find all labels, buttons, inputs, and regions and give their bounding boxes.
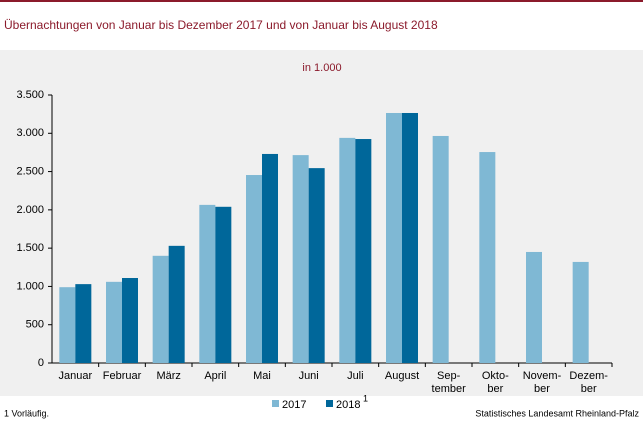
bar — [122, 278, 138, 363]
bar — [526, 251, 542, 363]
bar — [215, 206, 232, 363]
bar — [152, 255, 169, 363]
footnote: 1 Vorläufig. — [4, 408, 49, 418]
bar — [292, 155, 309, 363]
y-tick-label: 2.500 — [16, 165, 44, 177]
bar — [386, 112, 402, 363]
bar — [355, 139, 372, 363]
y-tick-label: 3.500 — [16, 89, 44, 101]
x-tick-label: Dezem-ber — [569, 370, 608, 395]
bar — [339, 137, 356, 363]
bar — [572, 261, 589, 363]
x-tick-label: Februar — [103, 370, 142, 382]
x-tick-label: Januar — [59, 370, 93, 382]
x-tick-label: Juni — [299, 370, 319, 382]
x-tick-label: Sep-tember — [432, 370, 467, 395]
y-tick-label: 3.000 — [16, 127, 44, 139]
y-tick-label: 500 — [26, 319, 44, 331]
bar — [432, 135, 449, 363]
bar — [479, 152, 496, 363]
y-tick-label: 2.000 — [16, 204, 44, 216]
bar — [75, 284, 92, 363]
bar — [402, 112, 418, 363]
chart-title: Übernachtungen von Januar bis Dezember 2… — [4, 18, 438, 32]
top-rule — [0, 0, 643, 2]
x-tick-label: Novem-ber — [523, 370, 562, 395]
x-tick-label: März — [156, 370, 180, 382]
x-tick-label: Mai — [253, 370, 271, 382]
legend-note-marker: 1 — [363, 393, 368, 403]
bar — [246, 175, 262, 363]
legend-swatch — [272, 400, 279, 407]
legend-swatch — [326, 400, 333, 407]
x-tick-label: Juli — [347, 370, 364, 382]
y-tick-label: 1.500 — [16, 242, 44, 254]
y-tick-label: 0 — [38, 357, 44, 369]
chart-subtitle: in 1.000 — [302, 62, 341, 74]
bar — [59, 287, 76, 363]
bar — [199, 204, 216, 363]
bar — [308, 168, 325, 363]
bar — [168, 245, 185, 363]
source: Statistisches Landesamt Rheinland-Pfalz — [475, 408, 639, 418]
bar — [106, 281, 122, 363]
bar — [262, 153, 278, 363]
y-tick-label: 1.000 — [16, 280, 44, 292]
x-tick-label: Okto-ber — [482, 370, 509, 395]
x-tick-label: April — [204, 370, 226, 382]
legend-label: 2018 — [336, 399, 360, 411]
legend-label: 2017 — [282, 399, 306, 411]
x-tick-label: August — [385, 370, 419, 382]
